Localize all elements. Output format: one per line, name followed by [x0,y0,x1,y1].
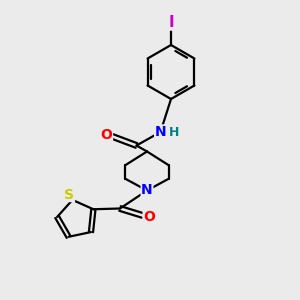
Text: O: O [100,128,112,142]
Text: S: S [64,188,74,202]
Text: O: O [143,210,155,224]
Text: N: N [141,184,153,197]
Text: N: N [155,125,166,139]
Text: I: I [168,15,174,30]
Text: H: H [169,125,179,139]
